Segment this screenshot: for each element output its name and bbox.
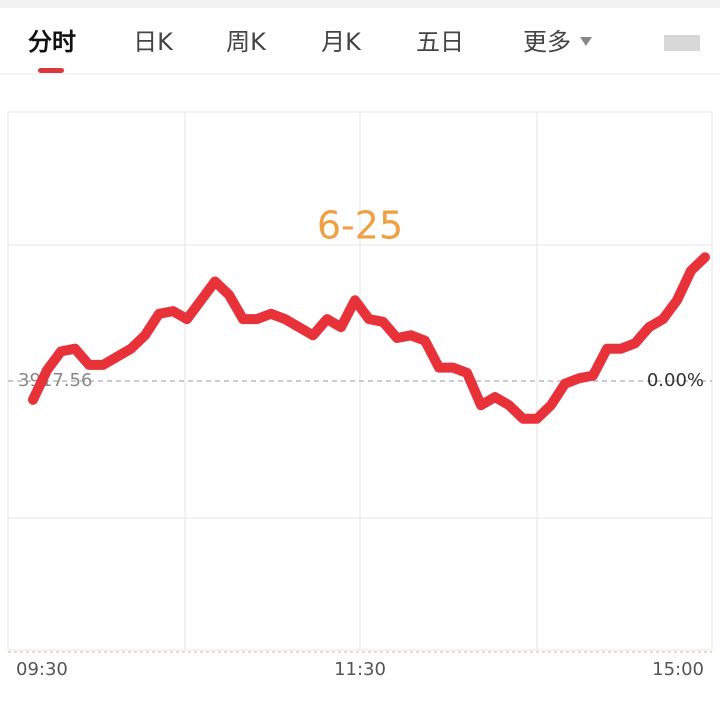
dropdown-arrow — [580, 37, 592, 46]
date-annotation: 6-25 — [317, 204, 403, 248]
x-tick-label: 11:30 — [334, 659, 386, 680]
tab[interactable]: 更多 — [523, 28, 571, 56]
tab[interactable]: 月K — [321, 28, 362, 56]
tab[interactable]: 周K — [226, 28, 267, 56]
tab[interactable]: 分时 — [28, 28, 76, 56]
x-tick-label: 15:00 — [652, 659, 704, 680]
menu-icon[interactable] — [664, 35, 700, 51]
tab-indicator — [38, 68, 64, 73]
y-tick-label: 0.00% — [647, 370, 704, 391]
grid — [8, 112, 712, 650]
price-line — [28, 252, 710, 424]
tab-bar: 分时 日K 周K 月K 五日 更多 — [28, 28, 571, 56]
top-bar — [0, 0, 720, 8]
tab[interactable]: 日K — [133, 28, 174, 56]
tab[interactable]: 五日 — [416, 28, 464, 56]
x-tick-label: 09:30 — [16, 659, 68, 680]
